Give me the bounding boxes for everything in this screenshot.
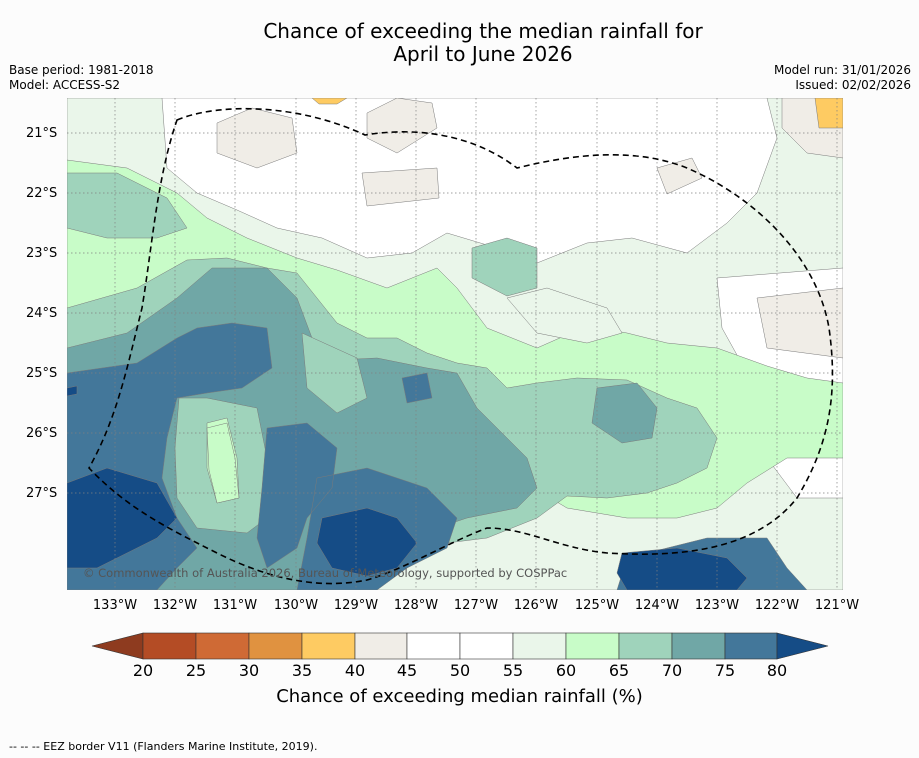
colorbar-swatch [406, 632, 461, 660]
lon-label: 122°W [754, 598, 800, 613]
lon-label: 131°W [212, 598, 258, 613]
contour-60-65 [206, 422, 240, 504]
lon-label: 124°W [634, 598, 680, 613]
lon-label: 128°W [393, 598, 439, 613]
meta-right: Model run: 31/01/2026 Issued: 02/02/2026 [774, 63, 911, 93]
lon-label: 126°W [513, 598, 559, 613]
meta-left: Base period: 1981-2018 Model: ACCESS-S2 [9, 63, 154, 93]
colorbar-swatch [618, 632, 673, 660]
lat-label: 25°S [26, 366, 58, 381]
colorbar-label: Chance of exceeding median rainfall (%) [276, 686, 643, 707]
title-line-1: Chance of exceeding the median rainfall … [263, 19, 703, 43]
contour-35-40 [311, 98, 348, 105]
lat-label: 24°S [26, 306, 58, 321]
base-period: Base period: 1981-2018 [9, 63, 154, 77]
lon-label: 125°W [574, 598, 620, 613]
colorbar-swatch [512, 632, 567, 660]
colorbar-swatch [301, 632, 356, 660]
contour-40-45 [366, 98, 438, 154]
contour-35-40 [814, 98, 843, 129]
model-run: Model run: 31/01/2026 [773, 63, 911, 77]
lat-label: 27°S [26, 486, 58, 501]
colorbar-tick: 50 [449, 661, 471, 680]
colorbar-swatch [195, 632, 250, 660]
colorbar-tick: 60 [555, 661, 577, 680]
contour-gt80 [67, 385, 748, 590]
colorbar-tick: 65 [608, 661, 630, 680]
contour-40-45 [216, 107, 298, 169]
contour-40-45 [756, 287, 843, 359]
lon-label: 133°W [92, 598, 138, 613]
copyright-text: © Commonwealth of Australia 2026, Bureau… [83, 566, 567, 580]
colorbar-swatch [724, 632, 778, 660]
colorbar-tick: 35 [291, 661, 313, 680]
colorbar-tick: 75 [714, 661, 736, 680]
contour-40-45 [656, 157, 703, 195]
lon-label: 129°W [333, 598, 379, 613]
lat-label: 26°S [26, 426, 58, 441]
lat-label: 23°S [26, 246, 58, 261]
lon-label: 130°W [273, 598, 319, 613]
lon-label: 123°W [694, 598, 740, 613]
lat-label: 22°S [26, 186, 58, 201]
lon-label: 132°W [152, 598, 198, 613]
colorbar-tick: 20 [132, 661, 154, 680]
eez-footnote: -- -- -- EEZ border V11 (Flanders Marine… [9, 740, 318, 753]
contour-55-60 [506, 287, 623, 344]
colorbar-tick: 55 [502, 661, 524, 680]
colorbar-tick: 80 [766, 661, 788, 680]
colorbar-tick: 30 [238, 661, 260, 680]
contour-65-70 [301, 332, 368, 414]
lat-label: 21°S [26, 126, 58, 141]
colorbar-swatch [248, 632, 303, 660]
eez-border [88, 107, 834, 585]
map-title: Chance of exceeding the median rainfall … [0, 20, 919, 66]
colorbar-swatch [565, 632, 620, 660]
colorbar-swatch [671, 632, 726, 660]
colorbar-tick: 40 [344, 661, 366, 680]
title-line-2: April to June 2026 [393, 42, 573, 66]
colorbar-swatch [776, 632, 829, 660]
colorbar-tick: 70 [661, 661, 683, 680]
contour-75-80 [67, 322, 808, 590]
contour-40-45 [361, 167, 440, 207]
colorbar-tick: 45 [396, 661, 418, 680]
issued-date: Issued: 02/02/2026 [795, 78, 911, 92]
colorbar [91, 632, 829, 660]
rainfall-map: © Commonwealth of Australia 2026, Bureau… [67, 98, 843, 590]
lon-label: 127°W [453, 598, 499, 613]
model-name: Model: ACCESS-S2 [9, 78, 121, 92]
colorbar-swatch [459, 632, 514, 660]
colorbar-swatch [142, 632, 197, 660]
colorbar-swatch [354, 632, 408, 660]
colorbar-swatch [91, 632, 144, 660]
colorbar-tick: 25 [185, 661, 207, 680]
lon-label: 121°W [814, 598, 860, 613]
